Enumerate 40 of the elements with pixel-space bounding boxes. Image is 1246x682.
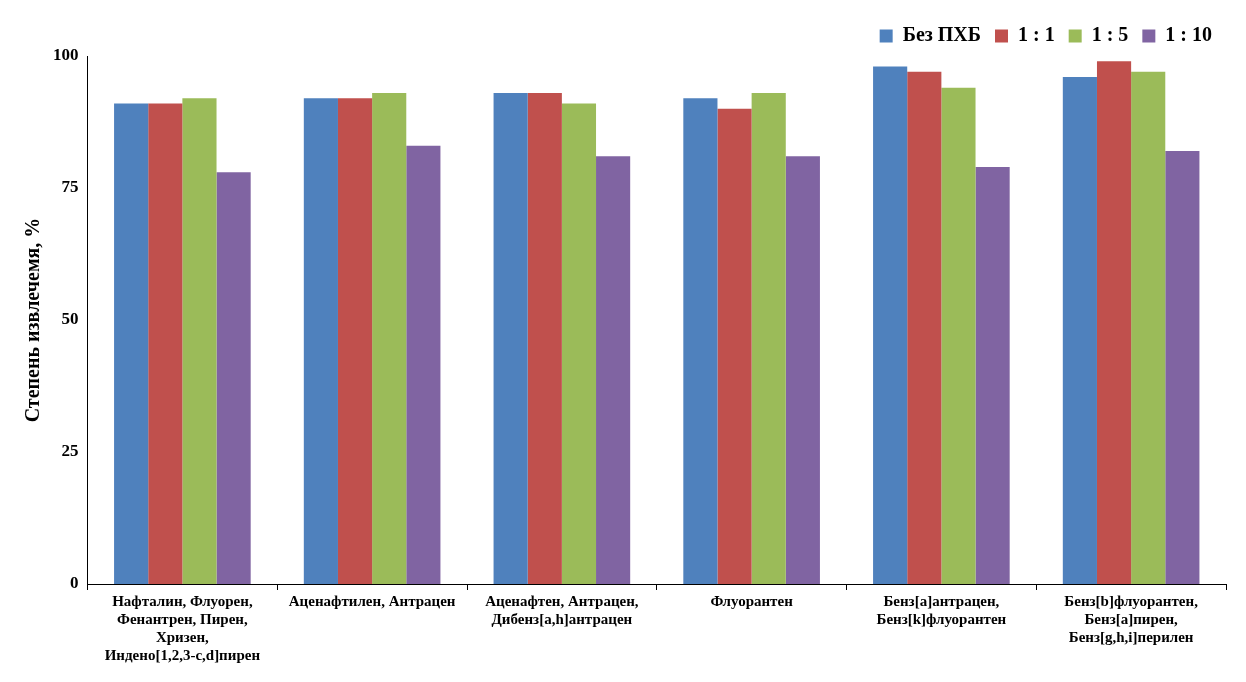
bar (303, 98, 338, 584)
bar (941, 87, 976, 584)
bar (1165, 151, 1200, 584)
x-tick-label: Бенз[a]антрацен, Бенз[k]флуорантен (876, 592, 1007, 627)
bar (216, 172, 251, 584)
x-tick-label: Флуорантен (710, 592, 794, 609)
bar (717, 108, 752, 584)
bar (182, 98, 217, 584)
y-tick-label: 75 (61, 177, 79, 197)
legend-label: Без ПХБ (902, 23, 982, 46)
y-tick-label: 0 (70, 573, 79, 593)
legend-label: 1 : 1 (1018, 23, 1055, 46)
bar (1096, 61, 1132, 584)
bar (527, 92, 562, 584)
y-tick-label: 50 (61, 309, 79, 329)
bar (493, 92, 528, 584)
bar (907, 71, 942, 584)
x-tick-label: Бенз[b]флуорантен, Бенз[a]пирен, Бенз[g,h,i]перилен (1064, 592, 1199, 645)
bar (1131, 71, 1166, 584)
bar (114, 103, 149, 584)
bar (148, 103, 183, 584)
bar (683, 98, 718, 584)
x-tick-label: Нафталин, Флуорен, Фенантрен, Пирен, Хризен, Индено[1,2,3-c,d]пирен (104, 592, 261, 663)
y-tick-label: 100 (53, 45, 79, 65)
y-tick-label: 25 (61, 441, 79, 461)
y-axis-title: Степень извлечемя, % (21, 217, 44, 423)
x-tick-label: Аценафтен, Антрацен, Дибенз[a,h]антрацен (485, 592, 639, 627)
bar (337, 98, 373, 584)
bar (975, 166, 1010, 584)
legend-label: 1 : 10 (1165, 23, 1213, 46)
bar (596, 156, 631, 584)
bar (406, 145, 441, 584)
legend-label: 1 : 5 (1091, 23, 1129, 46)
bar (785, 156, 820, 584)
bar (751, 92, 786, 584)
bar (1062, 77, 1097, 584)
bar (873, 66, 908, 584)
bar (372, 92, 407, 584)
x-tick-label: Аценафтилен, Антрацен (288, 592, 456, 609)
bar (561, 103, 597, 584)
